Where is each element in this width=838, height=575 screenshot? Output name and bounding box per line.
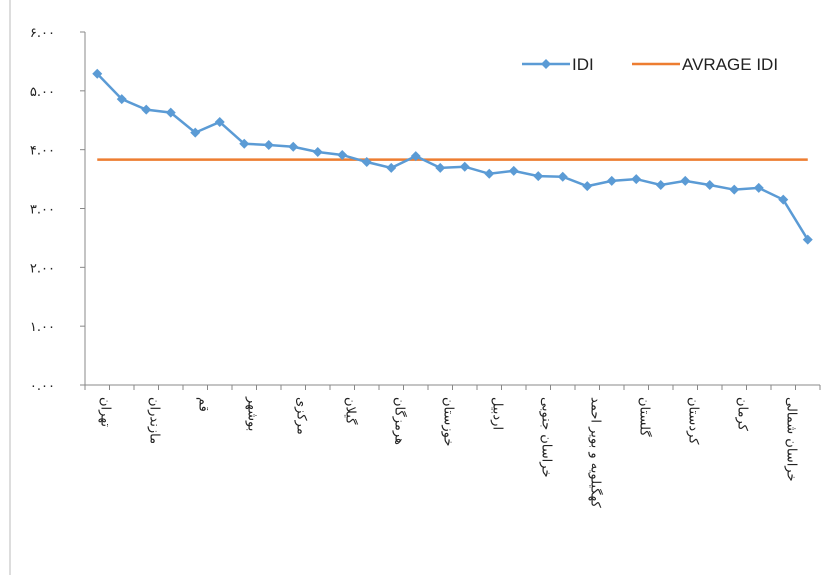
y-tick-label: ۱.۰۰ <box>30 320 55 335</box>
x-tick-label: خراسان جنوبی <box>538 397 553 477</box>
x-tick-label: تهران <box>97 397 112 427</box>
x-tick-label: خوزستان <box>440 397 455 446</box>
y-tick-label: ۴.۰۰ <box>30 144 55 159</box>
data-point <box>484 169 494 179</box>
y-tick-label: ۰.۰۰ <box>30 379 55 394</box>
y-tick-label: ۶.۰۰ <box>30 26 55 41</box>
legend-label: IDI <box>572 55 594 74</box>
data-point <box>754 183 764 193</box>
data-point <box>680 176 690 186</box>
data-point <box>607 176 617 186</box>
x-tick-label: گیلان <box>342 397 358 425</box>
series-line <box>97 74 808 240</box>
data-point <box>656 180 666 190</box>
x-tick-label: بوشهر <box>244 396 259 431</box>
data-point <box>435 163 445 173</box>
data-point <box>386 163 396 173</box>
x-tick-label: مرکزی <box>293 397 308 435</box>
x-tick-label: هرمزگان <box>391 397 407 445</box>
x-tick-label: اردبیل <box>489 397 504 430</box>
legend-marker <box>541 59 551 69</box>
data-point <box>288 142 298 152</box>
x-tick-label: گلستان <box>636 397 652 437</box>
data-point <box>509 166 519 176</box>
data-point <box>533 171 543 181</box>
x-tick-label: مازندران <box>146 397 161 444</box>
data-point <box>460 162 470 172</box>
data-point <box>705 180 715 190</box>
x-tick-label: قم <box>195 397 210 412</box>
data-point <box>313 147 323 157</box>
data-point <box>631 174 641 184</box>
legend-label: AVRAGE IDI <box>682 55 778 74</box>
x-tick-label: کهگیلویه و بویر احمد <box>587 397 603 508</box>
data-point <box>264 140 274 150</box>
x-tick-label: خراسان شمالی <box>783 397 798 482</box>
data-point <box>582 181 592 191</box>
y-tick-label: ۵.۰۰ <box>30 85 55 100</box>
chart: ۰.۰۰ ۱.۰۰ ۲.۰۰ ۳.۰۰ ۴.۰۰ ۵.۰۰ ۶.۰۰ تهران مازندرا… <box>0 0 838 575</box>
data-point <box>729 185 739 195</box>
data-point <box>141 105 151 115</box>
y-tick-label: ۳.۰۰ <box>30 203 55 218</box>
data-point <box>558 172 568 182</box>
x-tick-label: کرمان <box>734 397 749 432</box>
x-tick-label: کردستان <box>685 397 700 445</box>
y-tick-label: ۲.۰۰ <box>30 261 55 276</box>
